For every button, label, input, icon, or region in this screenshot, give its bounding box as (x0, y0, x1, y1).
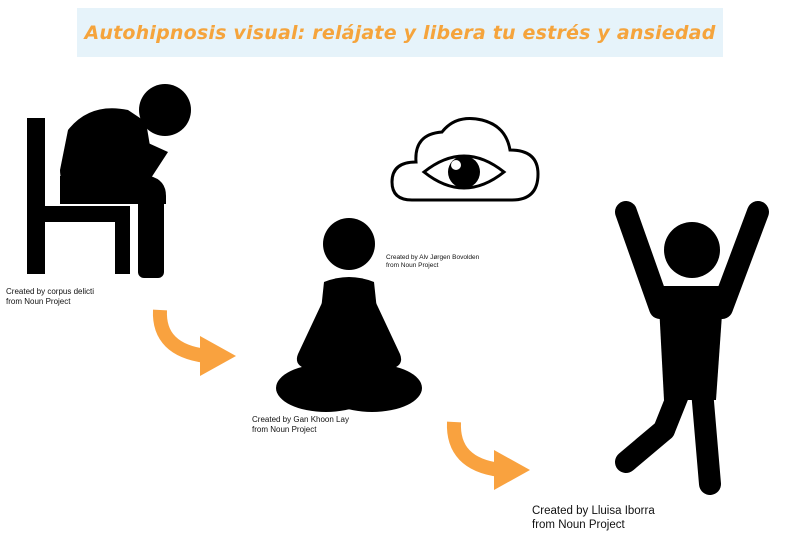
joyful-person-icon (615, 201, 769, 495)
stressed-person-on-chair-icon (27, 84, 191, 278)
meditating-person-icon (276, 218, 422, 412)
credit-eye: Created by Alv Jørgen Bovolden from Noun… (386, 254, 480, 269)
credit-joyful: Created by Lluisa Iborra from Noun Proje… (532, 505, 655, 531)
page-title: Autohipnosis visual: relájate y libera t… (84, 21, 716, 44)
credit-meditating: Created by Gan Khoon Lay from Noun Proje… (252, 415, 349, 434)
eye-cloud-icon (390, 117, 540, 202)
curved-arrow-icon (446, 421, 530, 490)
curved-arrow-icon (152, 309, 236, 376)
credit-stressed: Created by corpus delicti from Noun Proj… (6, 287, 95, 306)
title-banner: Autohipnosis visual: relájate y libera t… (77, 8, 723, 57)
